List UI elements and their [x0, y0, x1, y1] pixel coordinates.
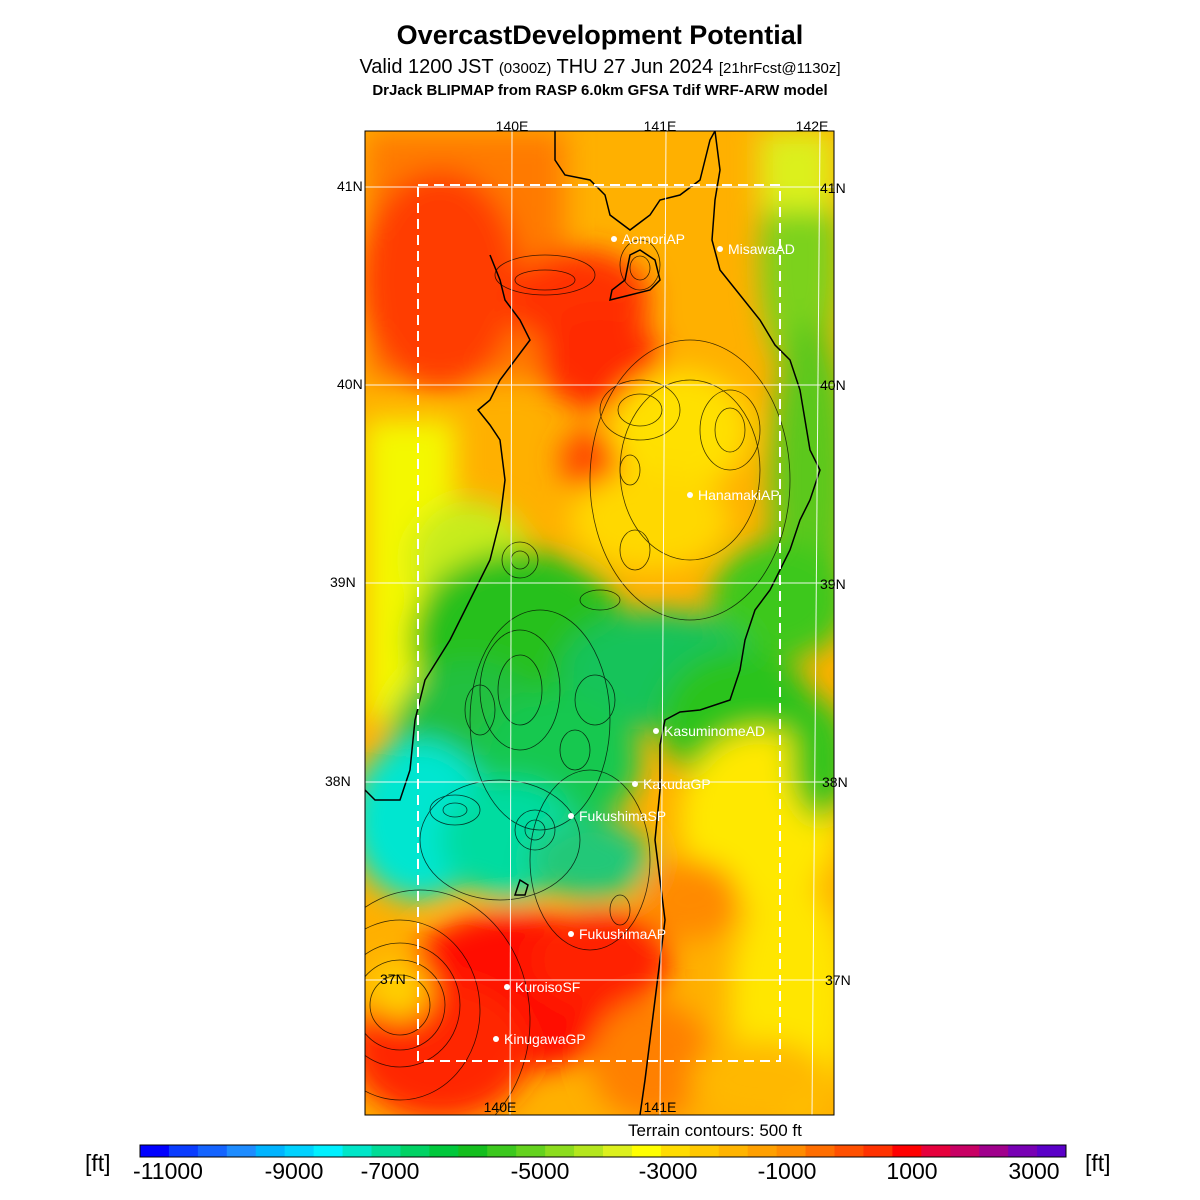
colorbar-tick: 3000 — [1008, 1158, 1060, 1184]
colorbar-swatch — [921, 1145, 951, 1157]
colorbar-tick: -9000 — [264, 1158, 324, 1184]
colorbar-swatch — [487, 1145, 517, 1157]
valid-time: Valid 1200 JST (0300Z) THU 27 Jun 2024 [… — [0, 56, 1200, 79]
valid-prefix: Valid 1200 JST — [359, 56, 494, 78]
valid-zulu: (0300Z) — [498, 60, 552, 77]
lat-left-label: 41N — [337, 178, 363, 194]
colorbar-swatch — [313, 1145, 344, 1157]
colorbar-swatch — [1008, 1145, 1038, 1157]
colorbar-tick: -5000 — [510, 1158, 570, 1184]
colorbar-swatch — [545, 1145, 575, 1157]
colorbar-swatch — [255, 1145, 286, 1157]
lat-right-label: 41N — [820, 180, 846, 196]
colorbar-swatch — [1037, 1145, 1067, 1157]
colorbar-swatch — [892, 1145, 922, 1157]
station-label: AomoriAP — [622, 231, 685, 247]
station-label: KasuminomeAD — [664, 723, 765, 739]
longitude-labels: 140E 141E 142E 140E 141E — [484, 118, 829, 1115]
lat-left-label: 40N — [337, 376, 363, 392]
potential-field — [365, 131, 834, 1115]
station-marker — [504, 984, 510, 990]
colorbar-swatch — [863, 1145, 893, 1157]
forecast-info: [21hrFcst@1130z] — [718, 60, 841, 77]
lon-bottom-label: 140E — [484, 1099, 517, 1115]
colorbar-swatch — [950, 1145, 980, 1157]
terrain-contours — [365, 239, 791, 1115]
colorbar-swatch — [660, 1145, 691, 1157]
colorbar-swatch — [776, 1145, 807, 1157]
lon-top-label: 141E — [644, 118, 677, 134]
colorbar-swatch — [516, 1145, 546, 1157]
colorbar-swatch — [400, 1145, 430, 1157]
colorbar-swatch — [574, 1145, 604, 1157]
station-label: FukushimaSP — [579, 808, 666, 824]
colorbar-unit-right: [ft] — [1085, 1150, 1111, 1176]
inner-domain-box — [417, 184, 781, 1062]
colorbar-swatch — [168, 1145, 199, 1157]
map-title: OvercastDevelopment Potential — [396, 20, 804, 50]
colorbar-swatch — [689, 1145, 720, 1157]
station-marker — [687, 492, 693, 498]
model-description: DrJack BLIPMAP from RASP 6.0km GFSA Tdif… — [372, 82, 828, 99]
station-marker — [653, 728, 659, 734]
colorbar-swatch — [197, 1145, 228, 1157]
lat-left-label: 39N — [330, 574, 356, 590]
stations: AomoriAP MisawaAD HanamakiAP KasuminomeA… — [493, 231, 795, 1047]
station-label: HanamakiAP — [698, 487, 780, 503]
station-marker — [611, 236, 617, 242]
station-label: KuroisoSF — [515, 979, 580, 995]
valid-date: THU 27 Jun 2024 — [556, 56, 714, 78]
colorbar-swatch — [631, 1145, 662, 1157]
lon-top-label: 140E — [496, 118, 529, 134]
colorbar-swatch — [429, 1145, 459, 1157]
station-label: MisawaAD — [728, 241, 795, 257]
colorbar-frame — [139, 1144, 1067, 1158]
colorbar-swatch — [979, 1145, 1009, 1157]
graticule — [365, 130, 834, 1116]
colorbar-swatch — [371, 1145, 401, 1157]
colorbar-swatch — [458, 1145, 488, 1157]
colorbar-tick: 1000 — [886, 1158, 938, 1184]
colorbar-swatch — [834, 1145, 864, 1157]
colorbar-swatch — [805, 1145, 835, 1157]
latitude-labels: 41N 40N 39N 38N 37N 41N 40N 39N 38N 37N — [325, 178, 851, 988]
lon-bottom-label: 141E — [644, 1099, 677, 1115]
station-marker — [568, 931, 574, 937]
lat-left-label: 37N — [380, 971, 406, 987]
station-label: FukushimaAP — [579, 926, 666, 942]
colorbar-unit-left: [ft] — [85, 1150, 111, 1176]
lat-right-label: 39N — [820, 576, 846, 592]
colorbar-swatch — [140, 1145, 170, 1157]
lat-right-label: 38N — [822, 774, 848, 790]
colorbar-tick: -11000 — [133, 1158, 203, 1184]
lon-top-label: 142E — [796, 118, 829, 134]
colorbar-swatch — [747, 1145, 778, 1157]
colorbar — [139, 1144, 1067, 1158]
colorbar-tick: -1000 — [757, 1158, 817, 1184]
colorbar-swatch — [603, 1145, 633, 1157]
map-frame — [364, 130, 835, 1116]
station-marker — [717, 246, 723, 252]
station-marker — [493, 1036, 499, 1042]
terrain-note: Terrain contours: 500 ft — [628, 1121, 802, 1140]
lat-right-label: 37N — [825, 972, 851, 988]
colorbar-tick: -3000 — [638, 1158, 698, 1184]
colorbar-swatch — [226, 1145, 257, 1157]
station-label: KinugawaGP — [504, 1031, 586, 1047]
lat-right-label: 40N — [820, 377, 846, 393]
colorbar-swatch — [342, 1145, 372, 1157]
lat-left-label: 38N — [325, 773, 351, 789]
station-marker — [568, 813, 574, 819]
colorbar-tick: -7000 — [360, 1158, 420, 1184]
station-marker — [632, 781, 638, 787]
colorbar-swatch — [284, 1145, 315, 1157]
station-label: KakudaGP — [643, 776, 711, 792]
colorbar-swatch — [718, 1145, 749, 1157]
